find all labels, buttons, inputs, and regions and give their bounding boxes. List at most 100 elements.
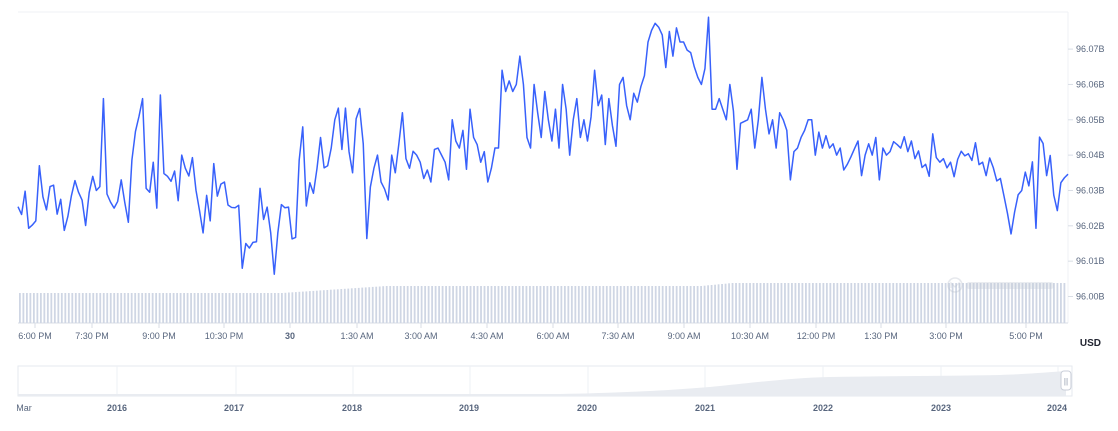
price-point (541, 137, 542, 138)
volume-bar (141, 293, 144, 323)
volume-bar (867, 283, 870, 323)
volume-bar (658, 286, 661, 323)
price-point (366, 238, 367, 239)
volume-bar (284, 292, 287, 323)
volume-bar (595, 286, 598, 323)
price-point (744, 121, 745, 122)
price-point (121, 179, 122, 180)
price-point (840, 147, 841, 148)
price-point (299, 159, 300, 160)
volume-bar (190, 293, 192, 323)
volume-bar (424, 286, 427, 323)
volume-bar (354, 288, 357, 323)
price-point (331, 147, 332, 148)
volume-bar (1053, 283, 1055, 323)
coinmarketcap-watermark (947, 277, 1054, 293)
volume-bar (504, 286, 507, 323)
volume-bar (399, 286, 402, 323)
price-point (156, 208, 157, 209)
price-point (448, 179, 449, 180)
volume-bar (787, 283, 790, 323)
navigator-label: 2024 (1047, 403, 1067, 413)
volume-bar (581, 286, 584, 323)
volume-bar (1049, 283, 1052, 323)
volume-bar (801, 283, 804, 323)
volume-bar (85, 293, 88, 323)
price-point (1050, 155, 1051, 156)
volume-bar (165, 293, 168, 323)
volume-bar (895, 283, 898, 323)
price-point (469, 109, 470, 110)
volume-bar (1018, 283, 1020, 323)
price-point (936, 157, 937, 158)
price-line-layer (17, 16, 1069, 275)
price-point (487, 181, 488, 182)
price-point (555, 109, 556, 110)
price-point (662, 34, 663, 35)
volume-bar (148, 293, 151, 323)
price-point (220, 184, 221, 185)
price-point (932, 133, 933, 134)
price-point (35, 220, 36, 221)
volume-bar (438, 286, 440, 323)
volume-bar (39, 293, 42, 323)
volume-bar (497, 286, 500, 323)
price-point (92, 176, 93, 177)
volume-bar (518, 286, 521, 323)
price-point (199, 210, 200, 211)
volume-bar (36, 293, 39, 323)
volume-bar (584, 286, 587, 323)
volume-bar (553, 286, 556, 323)
price-point (832, 143, 833, 144)
volume-bar (993, 283, 996, 323)
volume-bar (448, 286, 451, 323)
volume-bar (494, 286, 496, 323)
price-point (690, 52, 691, 53)
volume-bars (19, 283, 1066, 323)
volume-bar (263, 293, 266, 323)
price-point (437, 147, 438, 148)
volume-bar (343, 288, 346, 323)
price-point (800, 137, 801, 138)
price-point (32, 225, 33, 226)
price-point (1000, 178, 1001, 179)
price-point (324, 167, 325, 168)
range-navigator[interactable]: || (17, 365, 1073, 397)
price-point (170, 181, 171, 182)
volume-bar (651, 286, 654, 323)
price-point (163, 173, 164, 174)
volume-bar (525, 286, 528, 323)
price-point (377, 155, 378, 156)
price-point (267, 206, 268, 207)
volume-bar (347, 288, 350, 323)
price-point (46, 209, 47, 210)
volume-bar (511, 286, 514, 323)
volume-bar (738, 283, 741, 323)
price-point (81, 199, 82, 200)
price-point (1018, 194, 1019, 195)
volume-bar (780, 283, 783, 323)
volume-bar (274, 293, 276, 323)
navigator-handle[interactable] (1060, 370, 1072, 391)
price-point (847, 164, 848, 165)
volume-bar (972, 283, 975, 323)
price-point (49, 186, 50, 187)
price-point (67, 216, 68, 217)
navigator-label: 2020 (577, 403, 597, 413)
volume-bar (221, 293, 224, 323)
price-point (993, 167, 994, 168)
price-point (110, 202, 111, 203)
volume-bar (714, 284, 716, 323)
volume-bar (1056, 283, 1059, 323)
volume-bar (25, 293, 28, 323)
volume-bar (811, 283, 814, 323)
price-point (39, 165, 40, 166)
volume-bar (46, 293, 49, 323)
price-point (334, 119, 335, 120)
price-point (950, 162, 951, 163)
price-point (918, 150, 919, 151)
price-point (373, 168, 374, 169)
volume-bar (445, 286, 447, 323)
volume-bar (700, 286, 702, 323)
